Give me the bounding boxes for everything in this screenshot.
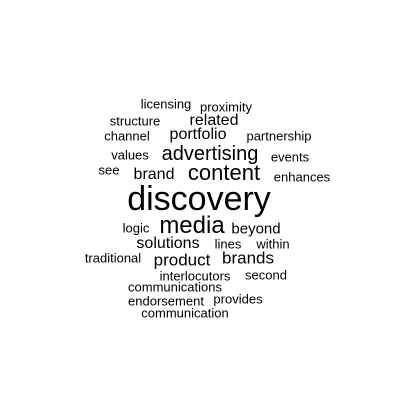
word-communications: communications (128, 279, 222, 295)
word-see: see (98, 162, 120, 178)
word-provides: provides (213, 291, 263, 307)
word-values: values (111, 147, 149, 163)
word-partnership: partnership (246, 128, 312, 144)
word-related: related (189, 112, 239, 129)
word-enhances: enhances (273, 169, 331, 185)
word-interlocutors: interlocutors (159, 268, 231, 284)
word-events: events (270, 149, 310, 165)
word-media: media (159, 212, 225, 239)
word-lines: lines (214, 236, 242, 252)
word-beyond: beyond (231, 220, 281, 238)
word-portfolio: portfolio (169, 126, 227, 143)
word-brand: brand (133, 166, 175, 183)
word-solutions: solutions (136, 235, 200, 252)
word-logic: logic (122, 220, 150, 236)
word-content: content (187, 160, 261, 185)
word-traditional: traditional (84, 250, 142, 266)
word-advertising: advertising (161, 143, 259, 165)
word-proximity: proximity (199, 99, 253, 115)
word-channel: channel (104, 128, 150, 144)
word-within: within (256, 236, 290, 252)
word-second: second (245, 267, 287, 283)
word-endorsement: endorsement (128, 293, 204, 309)
word-licensing: licensing (140, 96, 192, 112)
word-product: product (153, 250, 211, 270)
word-brands: brands (222, 248, 274, 268)
word-communication: communication (141, 305, 229, 321)
word-discovery: discovery (127, 180, 271, 218)
word-structure: structure (109, 113, 161, 129)
